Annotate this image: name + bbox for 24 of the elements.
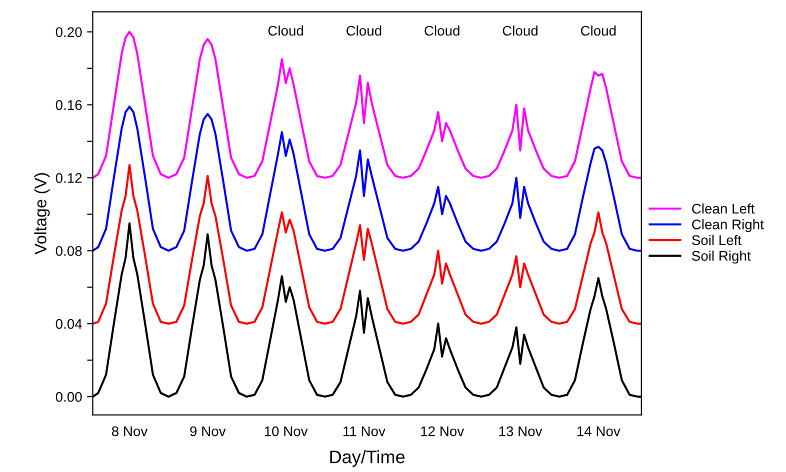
x-tick-label: 14 Nov — [577, 426, 620, 436]
legend-label: Soil Left — [692, 234, 742, 246]
legend-label: Clean Right — [692, 219, 764, 232]
y-tick-label: 0.16 — [56, 100, 82, 110]
annotation: Cloud — [580, 25, 616, 36]
x-tick-label: 12 Nov — [421, 426, 464, 436]
x-tick-label: 10 Nov — [264, 426, 308, 436]
x-tick-label: 8 Nov — [112, 426, 148, 436]
annotation: Cloud — [424, 25, 460, 36]
y-tick-label: 0.12 — [56, 173, 82, 183]
annotation: Cloud — [502, 25, 538, 36]
x-axis-title: Day/Time — [330, 450, 405, 467]
y-tick-label: 0.20 — [56, 27, 82, 38]
x-tick-label: 9 Nov — [190, 426, 226, 436]
x-tick-label: 11 Nov — [344, 426, 386, 436]
annotation: Cloud — [346, 25, 382, 36]
x-tick-label: 13 Nov — [499, 426, 542, 436]
annotation: Cloud — [268, 25, 304, 36]
y-tick-label: 0.08 — [56, 246, 82, 256]
y-tick-label: 0.04 — [56, 319, 82, 329]
legend-label: Clean Left — [692, 203, 755, 214]
y-axis-title: Voltage (V) — [34, 173, 50, 254]
y-tick-label: 0.00 — [56, 392, 82, 402]
legend-label: Soil Right — [692, 250, 751, 264]
